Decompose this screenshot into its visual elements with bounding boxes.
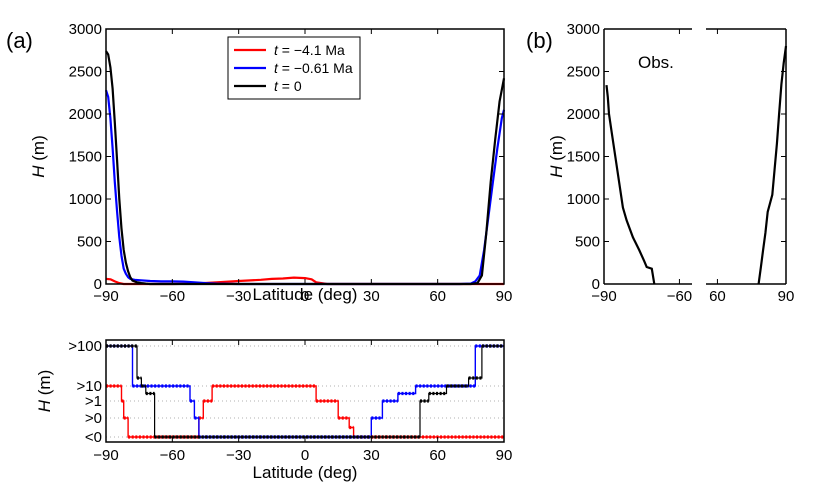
y-axis-label: H (m) (29, 135, 48, 178)
y-tick-label: 2000 (567, 106, 600, 123)
ylabel-unit: (m) (35, 370, 54, 400)
level-label: >1 (85, 393, 102, 410)
x-tick-label: −90 (93, 288, 118, 305)
x-axis-label: Latitude (deg) (253, 285, 358, 304)
level-line-2 (106, 345, 504, 438)
y-tick-label: 2500 (567, 64, 600, 81)
obs-annotation: Obs. (638, 53, 674, 72)
y-tick-label: 2500 (69, 64, 102, 81)
series-line-1 (104, 89, 506, 286)
x-tick-label: 60 (429, 447, 446, 464)
legend-entry-0: t = −4.1 Ma (274, 42, 345, 58)
x-tick-label: −60 (667, 288, 692, 305)
x-tick-label: −30 (226, 447, 251, 464)
panel-label-b: (b) (526, 28, 553, 53)
level-label: >100 (68, 338, 102, 355)
x-axis-label: Latitude (deg) (253, 463, 358, 482)
y-axis-label: H (m) (35, 370, 54, 413)
level-line-1 (106, 345, 504, 438)
x-tick-label: −90 (591, 288, 616, 305)
level-label: <0 (85, 429, 102, 446)
legend-text: = −4.1 Ma (278, 42, 345, 58)
legend-var: t (274, 42, 279, 58)
ylabel-unit: (m) (29, 135, 48, 165)
x-tick-label: 90 (496, 447, 513, 464)
y-tick-label: 0 (592, 276, 600, 293)
x-tick-label: 60 (429, 288, 446, 305)
x-tick-label: 90 (496, 288, 513, 305)
top-left-chart: −90 −60 −30 0 30 60 90 0 500 1000 1500 2000 2500 3000… (29, 21, 512, 305)
x-tick-label: 30 (363, 447, 380, 464)
y-tick-label: 500 (77, 234, 102, 251)
legend-text: = 0 (278, 78, 302, 94)
ylabel-var: H (29, 165, 48, 178)
legend-var: t (274, 60, 279, 76)
x-tick-label: −60 (160, 447, 185, 464)
obs-line-0 (605, 84, 656, 285)
x-tick-label: −60 (160, 288, 185, 305)
x-tick-label: 0 (301, 447, 309, 464)
y-tick-label: 2000 (69, 106, 102, 123)
y-axis-label: H (m) (547, 135, 566, 178)
x-tick-label: 60 (709, 288, 726, 305)
y-tick-label: 1500 (567, 149, 600, 166)
ylabel-unit: (m) (547, 135, 566, 165)
top-right-chart: −90 −60 60 90 0 500 1000 1500 2000 2500 3000 Obs. H … (547, 21, 794, 305)
x-tick-label: 30 (363, 288, 380, 305)
x-tick-label: −30 (226, 288, 251, 305)
legend-text: = −0.61 Ma (278, 60, 353, 76)
y-tick-label: 3000 (69, 21, 102, 38)
y-tick-label: 500 (575, 234, 600, 251)
y-tick-label: 3000 (567, 21, 600, 38)
y-tick-label: 1000 (567, 191, 600, 208)
y-tick-label: 1000 (69, 191, 102, 208)
bottom-chart: −90 −60 −30 0 30 60 90 <0 >0>1>10 >100 Latitude (d… (35, 338, 512, 482)
y-tick-label: 1500 (69, 149, 102, 166)
x-tick-label: 0 (301, 288, 309, 305)
x-tick-label: −90 (93, 447, 118, 464)
level-label: >10 (77, 378, 102, 395)
level-label: >0 (85, 410, 102, 427)
obs-line-1 (757, 45, 788, 285)
y-tick-label: 0 (94, 276, 102, 293)
ylabel-var: H (35, 399, 54, 412)
legend-entry-2: t = 0 (274, 78, 302, 94)
legend-entry-1: t = −0.61 Ma (274, 60, 353, 76)
plot-frame (105, 339, 505, 443)
x-tick-label: 90 (778, 288, 795, 305)
ylabel-var: H (547, 165, 566, 178)
legend-var: t (274, 78, 279, 94)
panel-label-a: (a) (6, 28, 33, 53)
